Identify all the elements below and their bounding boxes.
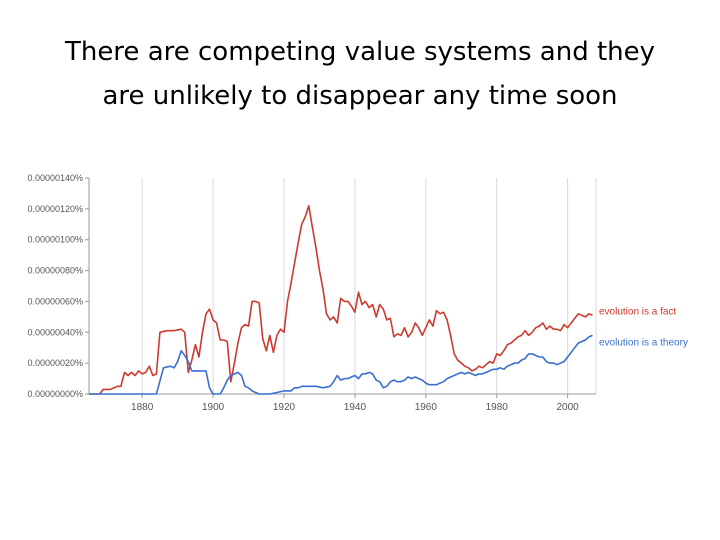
chart-axes (85, 177, 596, 398)
series-line-evolution-is-a-theory (89, 334, 593, 395)
x-tick-label: 1880 (131, 402, 154, 413)
y-tick-label: 0.00000080% (27, 266, 83, 276)
x-tick-label: 1920 (273, 402, 296, 413)
y-tick-label: 0.00000020% (27, 358, 83, 368)
x-axis-tick-labels: 1880 1900 1920 1940 1960 1980 2000 (131, 402, 579, 413)
y-tick-label: 0.00000120% (27, 204, 83, 214)
x-tick-label: 1900 (202, 402, 225, 413)
y-tick-label: 0.00000040% (27, 327, 83, 337)
chart-legend: evolution is a fact evolution is a theory (599, 306, 688, 348)
y-tick-label: 0.00000000% (27, 389, 83, 399)
slide-title-line-1: There are competing value systems and th… (64, 37, 656, 67)
x-tick-label: 1960 (415, 402, 438, 413)
chart-grid (141, 178, 597, 394)
legend-label-evolution-is-a-theory: evolution is a theory (599, 337, 688, 348)
x-tick-label: 1980 (486, 402, 509, 413)
x-tick-label: 1940 (344, 402, 367, 413)
y-axis-tick-labels: 0.00000000% 0.00000020% 0.00000040% 0.00000… (27, 173, 83, 399)
y-tick-label: 0.00000060% (27, 296, 83, 306)
legend-label-evolution-is-a-fact: evolution is a fact (599, 306, 676, 317)
y-tick-label: 0.00000100% (27, 235, 83, 245)
y-tick-label: 0.00000140% (27, 173, 83, 183)
slide-title: There are competing value systems and th… (40, 30, 680, 118)
x-tick-label: 2000 (557, 402, 580, 413)
series-line-evolution-is-a-fact (89, 205, 593, 395)
chart-series (89, 205, 593, 395)
slide-title-line-2: are unlikely to disappear any time soon (102, 81, 618, 111)
